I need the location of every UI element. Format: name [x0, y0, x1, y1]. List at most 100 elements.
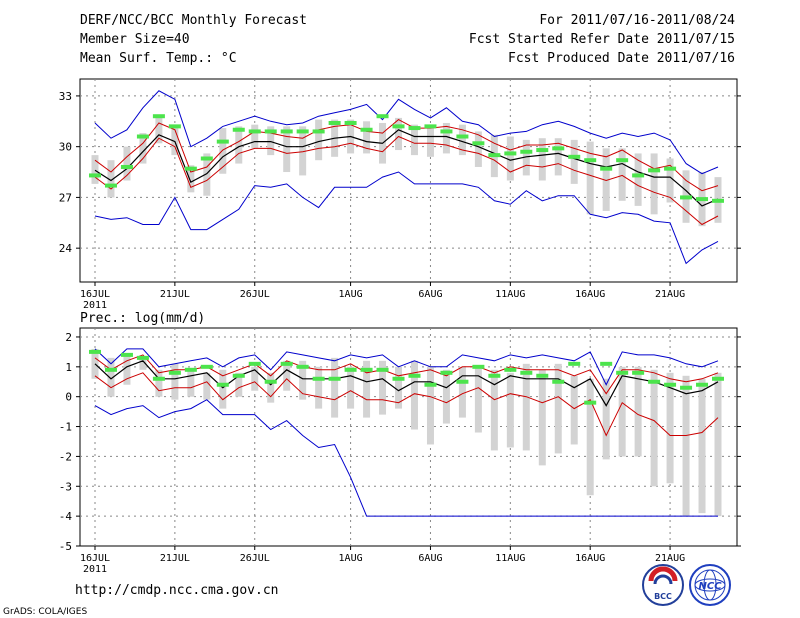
prec-spread-box — [203, 372, 211, 400]
temp-spread-box — [203, 153, 211, 196]
prec-spread-box — [379, 360, 387, 415]
prec-marker — [168, 370, 181, 375]
prec-ytick-label: -5 — [59, 540, 72, 553]
prec-frame — [79, 327, 738, 547]
temp-marker — [168, 124, 181, 129]
temp-marker — [472, 141, 485, 146]
prec-spread-box — [410, 360, 418, 430]
prec-marker — [584, 400, 597, 405]
temp-marker — [120, 164, 133, 169]
temp-spread-box — [315, 119, 323, 161]
grads-credit: GrADS: COLA/IGES — [3, 607, 87, 617]
temp-marker — [89, 173, 101, 178]
prec-marker — [664, 382, 677, 387]
prec-xtick-label: 16JUL — [80, 553, 110, 564]
prec-spread-box — [123, 354, 131, 385]
temp-spread-box — [251, 124, 259, 149]
temp-spread-box — [650, 153, 658, 215]
temp-spread-box — [91, 155, 99, 184]
prec-marker — [344, 367, 357, 372]
temp-xtick-label: 1AUG — [339, 289, 363, 300]
prec-lower-line — [94, 372, 719, 437]
temp-spread-box — [554, 138, 562, 176]
temp-spread-box — [538, 138, 546, 181]
temp-marker — [248, 129, 261, 134]
temp-marker — [424, 124, 437, 129]
prec-xtick-label: 1AUG — [339, 553, 363, 564]
prec-marker — [472, 364, 485, 369]
prec-spread-box — [650, 369, 658, 487]
ncc-logo-text: NCC — [698, 581, 722, 592]
prec-marker — [504, 367, 517, 372]
temp-spread-box — [363, 121, 371, 154]
prec-marker — [408, 373, 421, 378]
prec-spread-box — [570, 375, 578, 445]
prec-ytick-label: -1 — [59, 421, 72, 434]
prec-marker — [296, 364, 309, 369]
ncc-logo: NCC — [689, 564, 731, 606]
prec-xtick-label: 16AUG — [575, 553, 605, 564]
temp-marker — [280, 129, 293, 134]
temp-spread-box — [219, 128, 227, 174]
temp-marker — [440, 129, 453, 134]
temp-ytick-label: 24 — [59, 242, 73, 255]
prec-spread-box — [155, 369, 163, 397]
temp-spread-box — [267, 126, 275, 156]
bcc-logo-text: BCC — [654, 592, 672, 601]
temp-marker — [312, 129, 325, 134]
temp-marker — [136, 134, 149, 139]
prec-spread-box — [602, 378, 610, 460]
prec-marker — [648, 379, 661, 384]
prec-spread-box — [107, 357, 115, 397]
temp-marker — [536, 148, 549, 153]
temp-marker — [376, 114, 389, 119]
prec-spread-box — [347, 366, 355, 409]
prec-marker — [248, 361, 261, 366]
prec-spread-box — [283, 360, 291, 391]
prec-marker — [120, 352, 133, 357]
temp-spread-box — [474, 131, 482, 167]
prec-spread-box — [251, 366, 259, 391]
temp-xtick-label: 11AUG — [495, 289, 525, 300]
temp-marker — [616, 158, 629, 163]
temp-spread-box — [522, 139, 530, 176]
prec-spread-box — [442, 369, 450, 424]
temp-spread-box — [123, 146, 131, 181]
prec-ytick-label: -3 — [59, 480, 72, 493]
prec-marker — [440, 370, 453, 375]
prec-marker — [696, 382, 709, 387]
prec-spread-box — [666, 372, 674, 484]
temp-marker — [104, 183, 117, 188]
prec-spread-box — [490, 369, 498, 451]
prec-spread-box — [315, 366, 323, 409]
temp-ytick-label: 33 — [59, 90, 72, 103]
prec-marker — [456, 379, 469, 384]
prec-marker — [89, 349, 101, 354]
source-url[interactable]: http://cmdp.ncc.cma.gov.cn — [75, 583, 279, 598]
temp-spread-box — [299, 126, 307, 176]
prec-marker — [632, 370, 645, 375]
temp-marker — [488, 153, 501, 158]
prec-spread-box — [586, 378, 594, 496]
temp-spread-box — [410, 124, 418, 156]
prec-spread-box — [426, 366, 434, 445]
temp-marker — [648, 168, 661, 173]
prec-marker — [568, 361, 581, 366]
temp-spread-box — [139, 133, 147, 164]
prec-marker — [520, 370, 533, 375]
prec-spread-box — [299, 360, 307, 400]
member-size: Member Size=40 — [80, 32, 190, 47]
prec-spread-box — [698, 378, 706, 514]
prec-ytick-label: -4 — [59, 510, 73, 523]
temp-spread-box — [283, 126, 291, 173]
prec-spread-box — [395, 366, 403, 409]
prec-marker — [184, 367, 197, 372]
prec-spread-box — [634, 366, 642, 457]
prec-marker — [616, 370, 629, 375]
temp-year-label: 2011 — [83, 300, 107, 311]
temp-xtick-label: 16JUL — [80, 289, 110, 300]
prec-marker — [552, 379, 565, 384]
prec-marker — [200, 364, 213, 369]
temp-marker — [696, 197, 709, 202]
